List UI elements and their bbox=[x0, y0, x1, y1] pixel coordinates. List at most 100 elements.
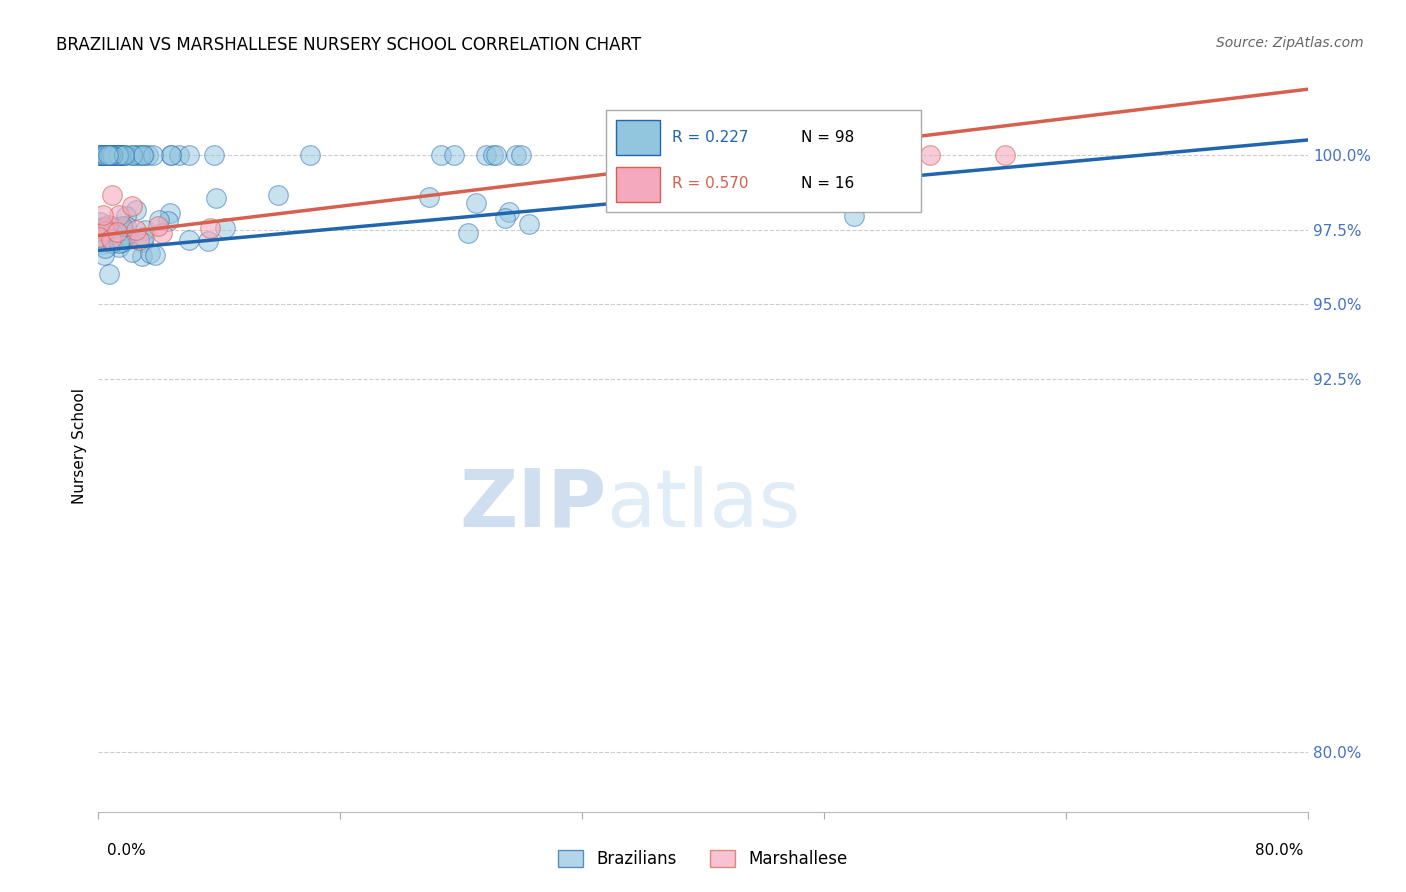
Point bbox=[101, 188, 124, 202]
Point bbox=[108, 148, 131, 162]
Point bbox=[91, 209, 114, 223]
Point bbox=[100, 231, 122, 245]
Point bbox=[134, 148, 156, 162]
Point bbox=[494, 211, 516, 226]
Point bbox=[96, 148, 118, 162]
Point bbox=[101, 148, 124, 162]
Point bbox=[94, 148, 117, 162]
Point bbox=[101, 148, 124, 162]
Point bbox=[107, 208, 129, 222]
Point bbox=[475, 148, 498, 162]
Point bbox=[89, 148, 111, 162]
Point bbox=[89, 215, 111, 229]
Point bbox=[121, 148, 143, 162]
Point bbox=[98, 148, 121, 162]
Point bbox=[131, 249, 153, 263]
Point bbox=[97, 148, 120, 162]
Point bbox=[125, 223, 148, 237]
Point bbox=[90, 148, 112, 162]
Point bbox=[121, 245, 143, 260]
Point bbox=[179, 233, 201, 247]
Point bbox=[121, 199, 143, 213]
Point bbox=[465, 195, 488, 210]
Point bbox=[105, 148, 128, 162]
Point bbox=[103, 227, 125, 242]
Point bbox=[97, 148, 120, 162]
Point bbox=[844, 209, 866, 223]
Point bbox=[994, 148, 1017, 162]
Point bbox=[89, 229, 111, 244]
Point bbox=[115, 148, 138, 162]
Point bbox=[112, 223, 135, 237]
Point bbox=[91, 148, 114, 162]
Point bbox=[97, 268, 120, 282]
Point bbox=[706, 148, 728, 162]
Point bbox=[111, 148, 134, 162]
Point bbox=[517, 218, 540, 232]
Y-axis label: Nursery School: Nursery School bbox=[72, 388, 87, 504]
Point bbox=[110, 232, 132, 246]
Text: BRAZILIAN VS MARSHALLESE NURSERY SCHOOL CORRELATION CHART: BRAZILIAN VS MARSHALLESE NURSERY SCHOOL … bbox=[56, 36, 641, 54]
Point bbox=[111, 221, 134, 235]
Point bbox=[111, 235, 134, 249]
Point bbox=[443, 148, 465, 162]
Point bbox=[107, 236, 129, 251]
Point bbox=[111, 219, 134, 234]
Point bbox=[104, 148, 127, 162]
Point bbox=[848, 148, 870, 162]
Point bbox=[138, 246, 160, 260]
Legend: Brazilians, Marshallese: Brazilians, Marshallese bbox=[551, 843, 855, 875]
Point bbox=[94, 241, 117, 255]
Point bbox=[111, 148, 134, 162]
Point bbox=[659, 148, 682, 162]
Point bbox=[498, 204, 520, 219]
Point bbox=[89, 148, 111, 162]
Point bbox=[101, 236, 124, 251]
Text: atlas: atlas bbox=[606, 466, 800, 543]
Point bbox=[121, 148, 143, 162]
Point bbox=[159, 206, 181, 220]
Point bbox=[146, 219, 169, 234]
Point bbox=[115, 219, 138, 234]
Point bbox=[115, 209, 138, 223]
Point bbox=[148, 213, 170, 227]
Point bbox=[101, 148, 124, 162]
Point bbox=[93, 220, 115, 235]
Point bbox=[457, 227, 479, 241]
Point bbox=[692, 194, 714, 209]
Point bbox=[110, 148, 132, 162]
Point bbox=[723, 148, 745, 162]
Text: 0.0%: 0.0% bbox=[107, 843, 146, 858]
Point bbox=[169, 148, 191, 162]
Point bbox=[156, 213, 179, 227]
Point bbox=[105, 225, 128, 239]
Point bbox=[510, 148, 533, 162]
Text: ZIP: ZIP bbox=[458, 466, 606, 543]
Point bbox=[418, 190, 440, 204]
Point bbox=[152, 226, 174, 240]
Point bbox=[198, 220, 221, 235]
Point bbox=[160, 148, 183, 162]
Point bbox=[142, 148, 165, 162]
Point bbox=[143, 248, 166, 262]
Point bbox=[267, 188, 290, 202]
Point bbox=[89, 221, 111, 235]
Point bbox=[93, 224, 115, 238]
Point bbox=[299, 148, 322, 162]
Point bbox=[429, 148, 451, 162]
Point bbox=[132, 235, 155, 249]
Text: Source: ZipAtlas.com: Source: ZipAtlas.com bbox=[1216, 36, 1364, 50]
Point bbox=[108, 148, 131, 162]
Point bbox=[128, 233, 150, 247]
Point bbox=[214, 221, 236, 235]
Point bbox=[136, 148, 159, 162]
Point bbox=[91, 237, 114, 252]
Point bbox=[103, 221, 125, 235]
Point bbox=[485, 148, 508, 162]
Point bbox=[129, 148, 152, 162]
Point bbox=[134, 223, 156, 237]
Point bbox=[131, 148, 153, 162]
Point bbox=[107, 240, 129, 254]
Point bbox=[132, 229, 155, 244]
Point bbox=[127, 148, 149, 162]
